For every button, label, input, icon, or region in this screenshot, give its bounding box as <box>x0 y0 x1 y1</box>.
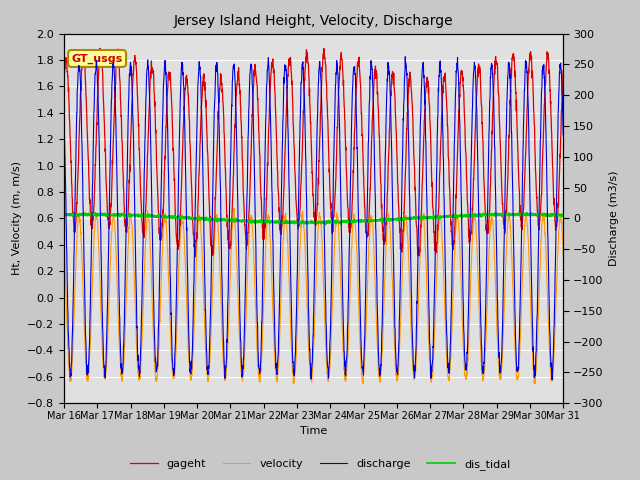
dis_tidal <box>322 222 330 228</box>
dis_tidal <box>339 218 346 224</box>
Line: gageht: gageht <box>64 48 563 257</box>
Y-axis label: Discharge (m3/s): Discharge (m3/s) <box>609 171 619 266</box>
dis_tidal <box>527 210 535 216</box>
discharge <box>401 54 409 60</box>
velocity <box>328 318 335 324</box>
gageht <box>559 68 567 73</box>
gageht <box>459 78 467 84</box>
dis_tidal <box>458 214 466 219</box>
Line: velocity: velocity <box>64 208 563 384</box>
gageht <box>516 193 524 199</box>
Line: dis_tidal: dis_tidal <box>64 213 563 225</box>
gageht <box>60 80 68 86</box>
velocity <box>230 205 238 211</box>
velocity <box>60 240 68 246</box>
velocity <box>559 252 567 257</box>
velocity <box>199 279 207 285</box>
velocity <box>529 367 537 372</box>
dis_tidal <box>559 213 567 218</box>
dis_tidal <box>515 211 523 217</box>
velocity <box>459 325 467 331</box>
velocity <box>359 381 367 387</box>
gageht <box>96 46 104 51</box>
Y-axis label: Ht, Velocity (m, m/s): Ht, Velocity (m, m/s) <box>12 161 22 276</box>
gageht <box>529 95 537 100</box>
gageht <box>328 222 336 228</box>
dis_tidal <box>529 212 537 217</box>
discharge <box>458 261 466 267</box>
Title: Jersey Island Height, Velocity, Discharge: Jersey Island Height, Velocity, Discharg… <box>174 14 453 28</box>
discharge <box>328 276 335 282</box>
discharge <box>199 187 207 193</box>
velocity <box>339 331 346 336</box>
dis_tidal <box>199 216 207 222</box>
Text: GT_usgs: GT_usgs <box>72 53 123 63</box>
discharge <box>339 282 346 288</box>
X-axis label: Time: Time <box>300 426 327 436</box>
discharge <box>529 348 537 354</box>
discharge <box>559 132 567 137</box>
dis_tidal <box>328 218 335 224</box>
discharge <box>60 108 68 114</box>
velocity <box>516 356 524 361</box>
gageht <box>339 72 347 77</box>
discharge <box>515 338 523 344</box>
gageht <box>200 75 207 81</box>
Legend: gageht, velocity, discharge, dis_tidal: gageht, velocity, discharge, dis_tidal <box>125 455 515 474</box>
Line: discharge: discharge <box>64 57 563 380</box>
gageht <box>191 254 198 260</box>
discharge <box>548 377 556 383</box>
dis_tidal <box>60 211 68 217</box>
